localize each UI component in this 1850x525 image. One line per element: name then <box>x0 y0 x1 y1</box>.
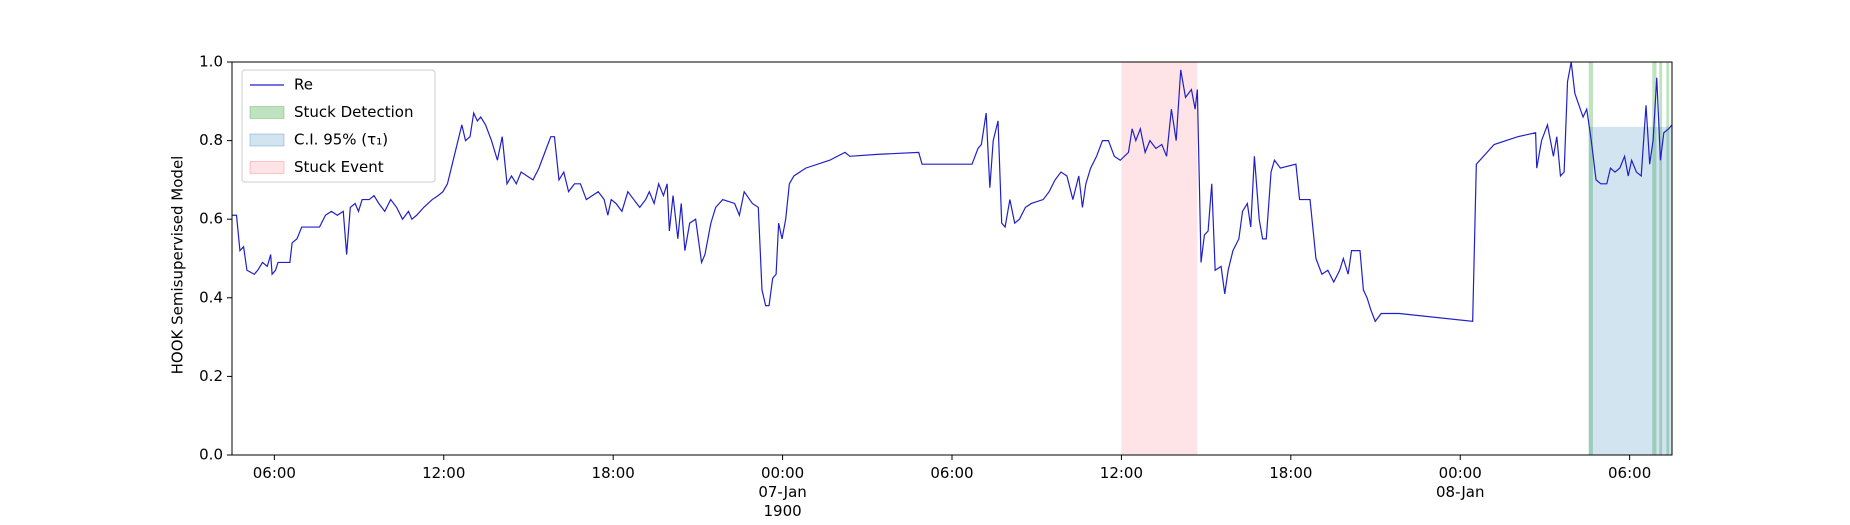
band <box>1652 62 1657 455</box>
y-tick-label: 0.0 <box>199 446 223 464</box>
x-tick-label: 06:00 <box>253 464 296 482</box>
legend-patch <box>249 161 285 174</box>
x-tick-label: 12:00 <box>1100 464 1143 482</box>
band <box>1121 62 1198 455</box>
plot-frame <box>231 61 1673 456</box>
y-axis-label: HOOK Semisupervised Model <box>169 156 187 375</box>
y-tick-label: 0.8 <box>199 131 223 149</box>
band <box>1659 62 1663 455</box>
x-tick-label: 06:00 <box>930 464 973 482</box>
x-tick-label-line: 00:00 <box>761 464 804 482</box>
x-tick-label-line: 12:00 <box>422 464 465 482</box>
x-tick-label: 06:00 <box>1608 464 1651 482</box>
x-tick-label: 18:00 <box>592 464 635 482</box>
x-tick-label-line: 06:00 <box>930 464 973 482</box>
y-tick-label: 0.2 <box>199 367 223 385</box>
x-tick-label-line: 18:00 <box>1269 464 1312 482</box>
legend-label: Stuck Detection <box>294 103 413 121</box>
y-tick-label: 1.0 <box>199 53 223 71</box>
legend-box <box>241 69 436 183</box>
x-tick-label: 18:00 <box>1269 464 1312 482</box>
x-tick-label-line: 06:00 <box>253 464 296 482</box>
y-tick-label: 0.4 <box>199 288 223 306</box>
x-tick-label: 00:00 07-Jan 1900 <box>758 464 806 520</box>
legend-label: Stuck Event <box>294 158 384 176</box>
x-tick-label-line: 08-Jan <box>1436 483 1484 501</box>
x-tick-label: 00:00 08-Jan <box>1436 464 1484 501</box>
band <box>1588 62 1593 455</box>
x-tick-label-line: 07-Jan <box>758 483 806 501</box>
band <box>1666 62 1670 455</box>
y-tick-label: 0.6 <box>199 210 223 228</box>
x-tick-label-line: 06:00 <box>1608 464 1651 482</box>
x-tick-label: 12:00 <box>422 464 465 482</box>
band <box>1588 126 1672 455</box>
legend-label: Re <box>294 76 313 94</box>
x-tick-label-line: 1900 <box>763 502 801 520</box>
legend-label: C.I. 95% (τ₁) <box>294 131 388 149</box>
x-tick-label-line: 00:00 <box>1439 464 1482 482</box>
legend-patch <box>249 133 285 147</box>
data-line <box>231 61 1673 323</box>
x-tick-label-line: 18:00 <box>592 464 635 482</box>
x-tick-label-line: 12:00 <box>1100 464 1143 482</box>
legend-patch <box>249 106 285 119</box>
